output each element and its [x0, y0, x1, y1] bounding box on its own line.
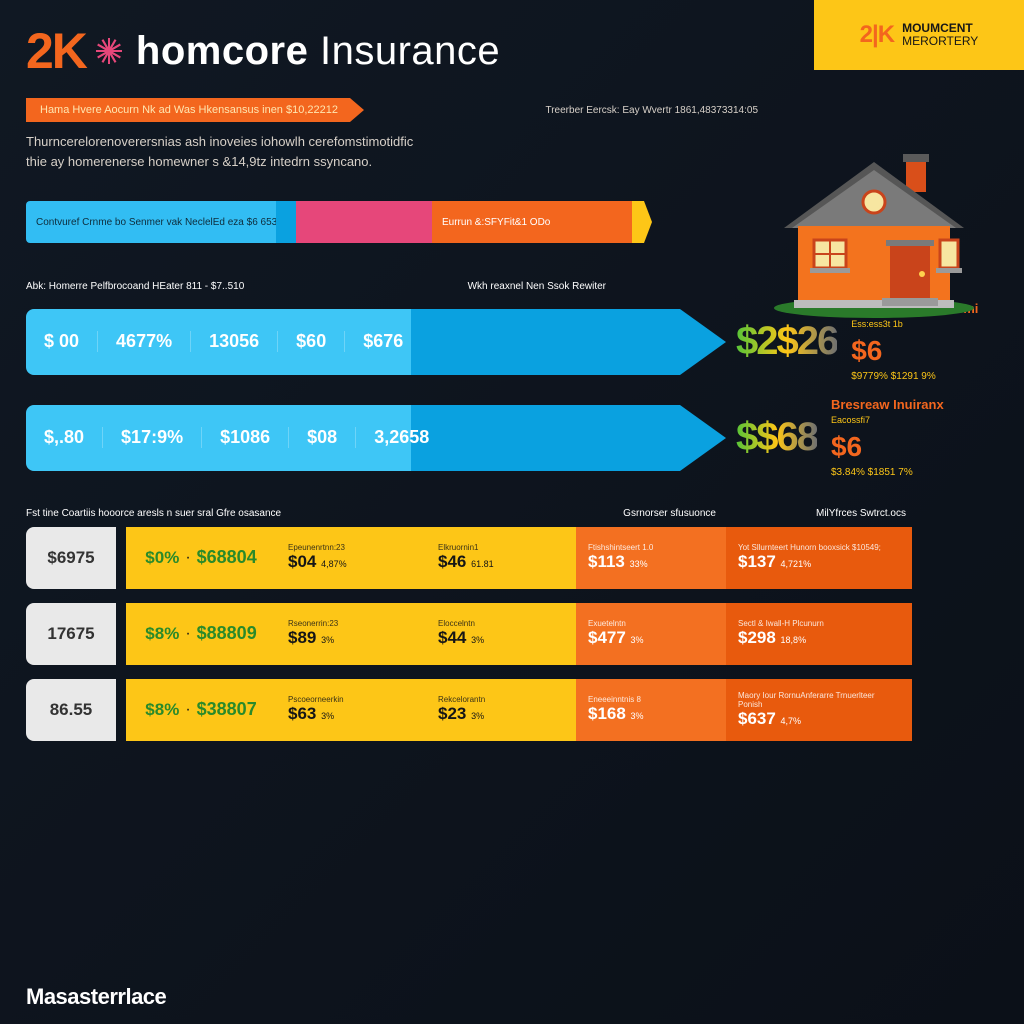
row-pct: $8%·$38807: [126, 679, 276, 741]
row-pct: $0%·$68804: [126, 527, 276, 589]
table-row: 86.55$8%·$38807Pscoeorneerkin$63 3%Rekce…: [26, 679, 998, 741]
row-org2: Yot Sllurnteert Hunorn booxsick $10549;$…: [726, 527, 912, 589]
table-section: Fst tine Coartiis hooorce aresls n suer …: [26, 508, 998, 741]
subhead-pill: Hama Hvere Aocurn Nk ad Was Hkensansus i…: [26, 98, 364, 122]
arrow-cell: $17:9%: [102, 427, 201, 448]
range-bar: Contvuref Crnme bo Senmer vak NeclelEd e…: [26, 201, 666, 243]
corner-text: MOUMCENT MERORTERY: [902, 22, 978, 48]
arrow-cell: 4677%: [97, 331, 190, 352]
row-org: Exuetelntn$477 3%: [576, 603, 726, 665]
arrow-cell: 13056: [190, 331, 277, 352]
corner-badge: 2|K MOUMCENT MERORTERY: [814, 0, 1024, 70]
row-pct: $8%·$88809: [126, 603, 276, 665]
row-org: Ftishshintseert 1.0$113 33%: [576, 527, 726, 589]
arrow-cell: $676: [344, 331, 421, 352]
row-side: 86.55: [26, 679, 116, 741]
arrow-row: $,.80$17:9%$1086$083,2658 $$68Bresreaw In…: [26, 396, 998, 480]
page-title: homcore Insurance: [136, 29, 500, 74]
row-side: 17675: [26, 603, 116, 665]
range-segment: [276, 201, 296, 243]
range-segment: [296, 201, 432, 243]
row-yel2: Elkruornin1$46 61.81: [426, 527, 576, 589]
logo-2k: 2K: [26, 22, 86, 80]
burst-icon: [96, 38, 122, 64]
arrow-cell: $,.80: [26, 427, 102, 448]
range-segment: Contvuref Crnme bo Senmer vak NeclelEd e…: [26, 201, 276, 243]
table-row: $6975$0%·$68804Epeunenrtnn:23$04 4,87%El…: [26, 527, 998, 589]
range-segment: Eurrun &:SFYFit&1 ODo: [432, 201, 632, 243]
table-headers: Fst tine Coartiis hooorce aresls n suer …: [26, 508, 998, 519]
top-right-caption: Treerber Eercsk: Eay Wvertr 1861,4837331…: [545, 105, 758, 116]
arrow-labels: Abk: Homerre Pelfbrocoand HEater 811 - $…: [26, 281, 726, 292]
row-yel2: Rekcelorantn$23 3%: [426, 679, 576, 741]
table-row: 17675$8%·$88809Rseonerrin:23$89 3%Elocce…: [26, 603, 998, 665]
row-yel1: Pscoeorneerkin$63 3%: [276, 679, 426, 741]
row-yel1: Rseonerrin:23$89 3%: [276, 603, 426, 665]
row-side: $6975: [26, 527, 116, 589]
house-icon: [764, 140, 984, 320]
row-org2: Sectl & Iwall-H Plcunurn$298 18,8%: [726, 603, 912, 665]
row-org: Eneeeinntnis 8$168 3%: [576, 679, 726, 741]
row-yel2: Eloccelntn$44 3%: [426, 603, 576, 665]
corner-logo: 2|K: [860, 21, 894, 49]
subtitle: Thurncerelorenoverersnias ash inoveies i…: [26, 132, 566, 171]
logo-block: 2K homcore Insurance: [26, 22, 500, 80]
arrow-cell: $ 00: [26, 331, 97, 352]
arrow-cell: $1086: [201, 427, 288, 448]
row-org2: Maory Iour RornuAnferarre Trnuerlteer Po…: [726, 679, 912, 741]
row-yel1: Epeunenrtnn:23$04 4,87%: [276, 527, 426, 589]
footer-brand: Masasterrlace: [26, 984, 166, 1010]
arrow-cell: $08: [288, 427, 355, 448]
arrow-cell: $60: [277, 331, 344, 352]
arrow-cell: 3,2658: [355, 427, 447, 448]
arrow-result: $$68Bresreaw InuiranxEacossfi7$6$3.84% $…: [736, 396, 944, 480]
